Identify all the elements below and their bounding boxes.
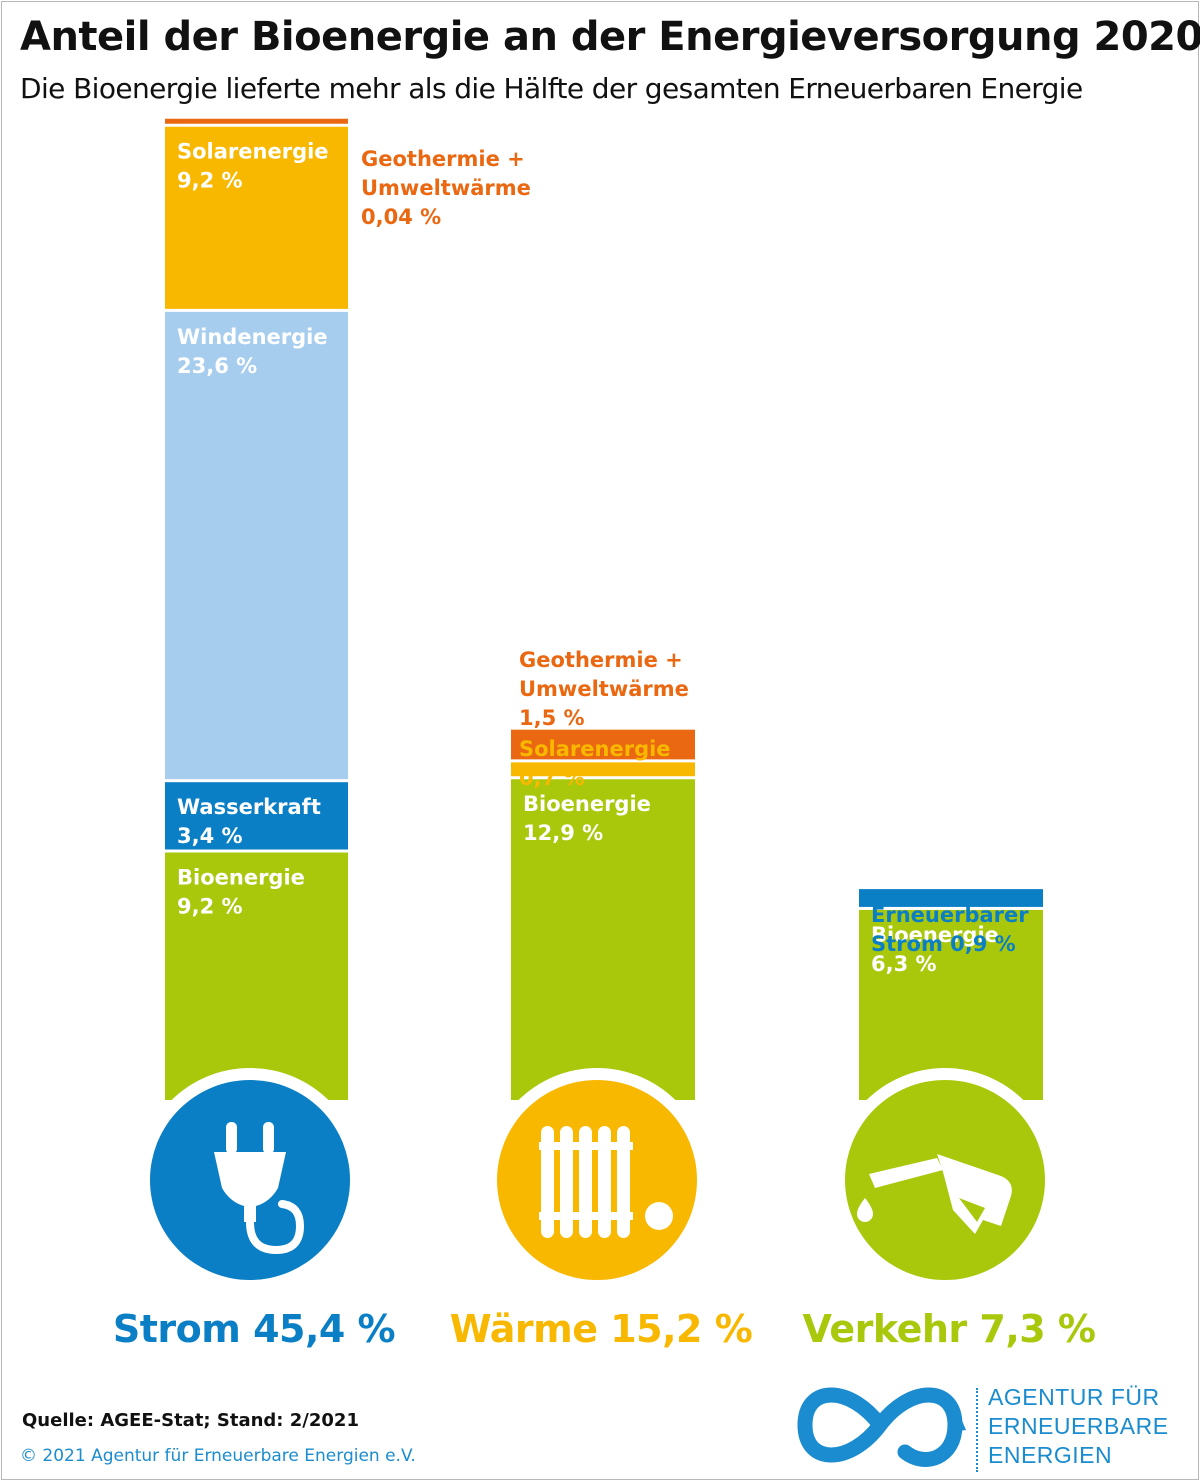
segment-label-bioenergie-wärme: Bioenergie 12,9 % xyxy=(523,792,651,845)
bar-segment-bioenergie-strom xyxy=(165,852,348,1100)
bar-segment-bioenergie-wärme xyxy=(511,779,695,1100)
segment-label-windenergie-strom: Windenergie 23,6 % xyxy=(177,325,328,378)
segment-label-erneuerbarer-strom-verkehr: Erneuerbarer Strom 0,9 % xyxy=(871,903,1029,956)
radiator-fin xyxy=(598,1126,611,1238)
infinity-arrow xyxy=(952,1416,966,1432)
bar-segment-solarenergie-wärme xyxy=(511,762,695,777)
radiator-fin xyxy=(560,1126,573,1238)
segment-label-solarenergie-waerme: Solarenergie 0,7 % xyxy=(519,737,671,790)
bar-stack-verkehr xyxy=(859,889,1043,1100)
plug-body xyxy=(214,1152,286,1206)
bar-segment-windenergie-strom xyxy=(165,311,348,780)
radiator-bar-bottom xyxy=(539,1212,633,1220)
nozzle-handle xyxy=(937,1154,1012,1234)
infinity-path xyxy=(797,1387,963,1467)
segment-label-solarenergie-strom: Solarenergie 9,2 % xyxy=(177,140,329,193)
segment-label-bioenergie-strom: Bioenergie 9,2 % xyxy=(177,866,305,919)
segment-label-wasserkraft-strom: Wasserkraft 3,4 % xyxy=(177,795,321,848)
bar-stack-strom xyxy=(165,118,348,1100)
source-note: Quelle: AGEE-Stat; Stand: 2/2021 xyxy=(22,1410,359,1431)
nozzle-spout xyxy=(869,1158,943,1188)
logo-line-2: ERNEUERBARE xyxy=(988,1413,1169,1439)
category-total-label-strom: Strom 45,4 % xyxy=(113,1307,395,1351)
logo-line-1: AGENTUR FÜR xyxy=(988,1384,1160,1410)
radiator-fin xyxy=(541,1126,554,1238)
radiator-knob xyxy=(645,1202,673,1230)
bar-stack-wärme xyxy=(511,729,695,1100)
plug-cable xyxy=(246,1200,305,1255)
plug-icon xyxy=(214,1122,305,1255)
segment-label-geothermie-waerme: Geothermie + Umweltwärme 1,5 % xyxy=(519,648,689,730)
radiator-icon xyxy=(539,1126,673,1238)
logo-line-3: ENERGIEN xyxy=(988,1442,1113,1468)
category-total-label-wärme: Wärme 15,2 % xyxy=(450,1307,753,1351)
aee-logo-text: AGENTUR FÜR ERNEUERBARE ENERGIEN xyxy=(988,1383,1169,1470)
fuel-drop xyxy=(857,1198,873,1222)
segment-label-geothermie-strom: Geothermie + Umweltwärme 0,04 % xyxy=(361,147,531,229)
bar-segment-geothermie-umweltwärme-wärme xyxy=(511,729,695,760)
logo-divider xyxy=(976,1388,978,1472)
plug-prong-right xyxy=(263,1122,274,1154)
bar-segment-solarenergie-strom xyxy=(165,126,348,309)
chart-subtitle: Die Bioenergie lieferte mehr als die Häl… xyxy=(20,72,1083,105)
chart-title: Anteil der Bioenergie an der Energievers… xyxy=(20,14,1200,60)
segment-label-bioenergie-verkehr: Bioenergie 6,3 % xyxy=(871,923,999,976)
bar-segment-erneuerbarer-strom-verkehr xyxy=(859,889,1043,907)
category-circle-verkehr xyxy=(845,1080,1045,1280)
bar-segment-wasserkraft-strom xyxy=(165,782,348,850)
radiator-bar-top xyxy=(539,1142,633,1150)
category-total-label-verkehr: Verkehr 7,3 % xyxy=(802,1307,1095,1351)
aee-logo-infinity-icon xyxy=(797,1387,966,1467)
copyright-note: © 2021 Agentur für Erneuerbare Energien … xyxy=(20,1446,416,1466)
fuel-nozzle-icon xyxy=(857,1154,1012,1234)
plug-prong-left xyxy=(226,1122,237,1154)
nozzle-trigger-gap xyxy=(959,1198,985,1222)
radiator-fin xyxy=(617,1126,630,1238)
plug-neck xyxy=(244,1204,256,1222)
radiator-fin xyxy=(579,1126,592,1238)
category-circle-wärme xyxy=(497,1080,697,1280)
bar-segment-geothermie-umweltwärme-strom xyxy=(165,118,348,124)
